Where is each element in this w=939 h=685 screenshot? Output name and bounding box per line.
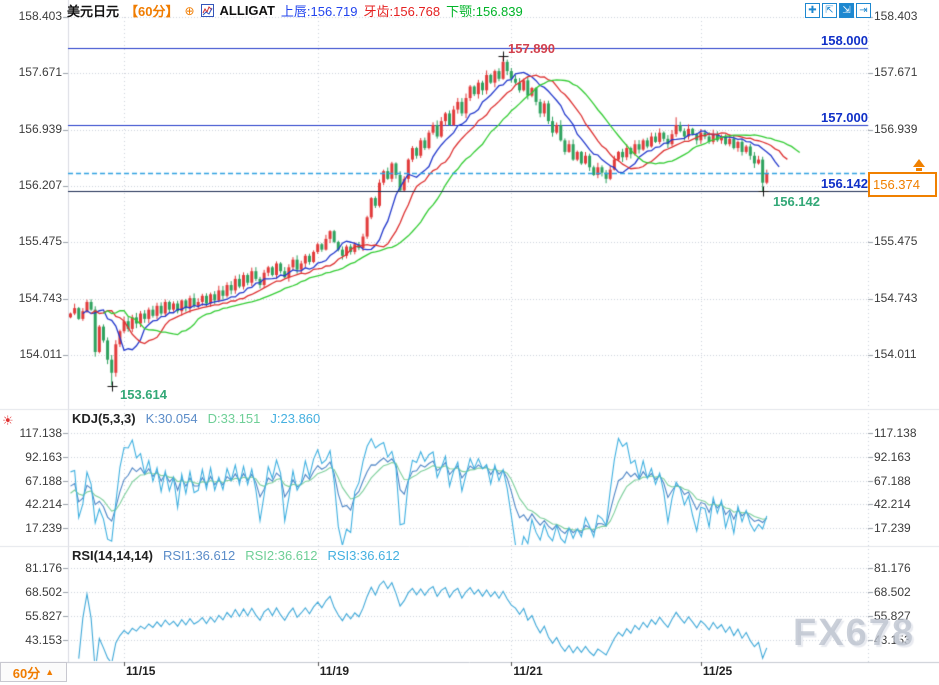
main-y-axis-label-left: 154.011 [19, 346, 63, 361]
kdj-y-axis-label-left: 117.138 [19, 426, 63, 440]
rsi-y-axis-label-right: 43.153 [874, 633, 911, 647]
timeframe-label[interactable]: 【60分】 [125, 4, 179, 19]
axis-scale-icon[interactable]: ⇲ [839, 3, 854, 18]
main-y-axis-label-left: 156.207 [18, 177, 62, 192]
rsi3-value: RSI3:36.612 [327, 548, 400, 563]
indicator-name[interactable]: ALLIGAT [219, 3, 275, 18]
timeframe-selector[interactable]: 60分 ▲ [0, 662, 67, 682]
kdj-j-value: J:23.860 [270, 411, 321, 426]
resistance-level-label-158[interactable]: 158.000 [821, 33, 868, 48]
main-y-axis-label-right: 158.403 [874, 9, 918, 23]
watermark: FX678 [793, 612, 915, 654]
indicator-settings-icon[interactable]: ☀ [2, 413, 14, 428]
rsi-y-axis-label-left: 43.153 [25, 633, 62, 647]
kdj-k-value: K:30.054 [145, 411, 198, 426]
x-axis-date-label: 11/19 [319, 664, 350, 678]
main-y-axis-label-right: 154.011 [874, 346, 917, 361]
scroll-up-arrow-icon[interactable] [913, 159, 925, 167]
kdj-y-axis-label-right: 67.188 [874, 473, 911, 488]
kdj-y-axis-label-right: 92.163 [874, 449, 911, 464]
kdj-y-axis-label-left: 17.239 [25, 521, 62, 535]
rsi-y-axis-label-left: 68.502 [25, 584, 62, 599]
pan-right-icon[interactable]: ⇥ [856, 3, 871, 18]
main-y-axis-label-right: 157.671 [874, 65, 918, 80]
alligator-teeth-value: 牙齿:156.768 [363, 4, 441, 19]
main-y-axis-label-right: 154.743 [874, 290, 918, 305]
alligator-lips-value: 上唇:156.719 [280, 4, 358, 19]
rsi-y-axis-label-left: 81.176 [25, 561, 62, 575]
bottom-price-annotation: 153.614 [120, 387, 167, 402]
rsi1-value: RSI1:36.612 [162, 548, 236, 563]
kdj-y-axis-label-right: 117.138 [874, 426, 917, 440]
kdj-y-axis-label-left: 67.188 [25, 473, 62, 488]
main-y-axis-label-left: 156.939 [18, 121, 62, 136]
alligator-jaw-value: 下颚:156.839 [446, 4, 523, 19]
rsi-y-axis-label-left: 55.827 [25, 609, 62, 623]
kdj-y-axis-label-left: 42.214 [25, 497, 62, 512]
kdj-header: KDJ(5,3,3) K:30.054 D:33.151 J:23.860 [72, 411, 320, 426]
kdj-y-axis-label-right: 42.214 [874, 497, 911, 512]
kdj-y-axis-label-right: 17.239 [874, 521, 911, 535]
rsi-y-axis-label-right: 81.176 [874, 561, 911, 575]
last-low-annotation: 156.142 [773, 194, 820, 209]
main-y-axis-label-left: 157.671 [18, 65, 62, 80]
peak-price-annotation: 157.890 [508, 41, 555, 56]
indicator-chart-icon [200, 4, 214, 17]
x-axis-date-label: 11/21 [513, 664, 543, 678]
chevron-up-icon: ▲ [45, 667, 55, 677]
zoom-area-icon[interactable]: ⇱ [822, 3, 837, 18]
timeframe-value: 60分 [12, 665, 41, 681]
resistance-level-label-157[interactable]: 157.000 [821, 110, 868, 125]
main-y-axis-label-left: 155.475 [18, 234, 62, 249]
current-price-box: 156.374 [868, 172, 937, 197]
main-y-axis-label-right: 155.475 [874, 234, 918, 249]
rsi2-value: RSI2:36.612 [245, 548, 318, 563]
kdj-d-value: D:33.151 [207, 411, 261, 426]
chart-toolbar: ✚ ⇱ ⇲ ⇥ [805, 3, 871, 18]
main-y-axis-label-left: 158.403 [18, 9, 62, 23]
main-y-axis-label-left: 154.743 [18, 290, 62, 305]
symbol-title: 美元日元 [67, 4, 120, 19]
crosshair-move-icon[interactable]: ✚ [805, 3, 820, 18]
rsi-header: RSI(14,14,14) RSI1:36.612 RSI2:36.612 RS… [72, 548, 400, 563]
main-y-axis-label-right: 156.939 [874, 121, 918, 136]
rsi-y-axis-label-right: 68.502 [874, 584, 911, 599]
support-level-label[interactable]: 156.142 [821, 176, 868, 191]
kdj-y-axis-label-left: 92.163 [25, 449, 62, 464]
chart-header: 美元日元 【60分】 ⊕ ALLIGAT 上唇:156.719 牙齿:156.7… [67, 1, 523, 20]
rsi-y-axis-label-right: 55.827 [874, 609, 911, 623]
rsi-title[interactable]: RSI(14,14,14) [72, 548, 153, 563]
x-axis-date-label: 11/25 [702, 664, 733, 678]
scroll-up-arrow-bar [916, 168, 922, 171]
x-axis-date-label: 11/15 [126, 664, 156, 678]
kdj-title[interactable]: KDJ(5,3,3) [72, 411, 136, 426]
add-indicator-icon[interactable]: ⊕ [184, 3, 195, 18]
